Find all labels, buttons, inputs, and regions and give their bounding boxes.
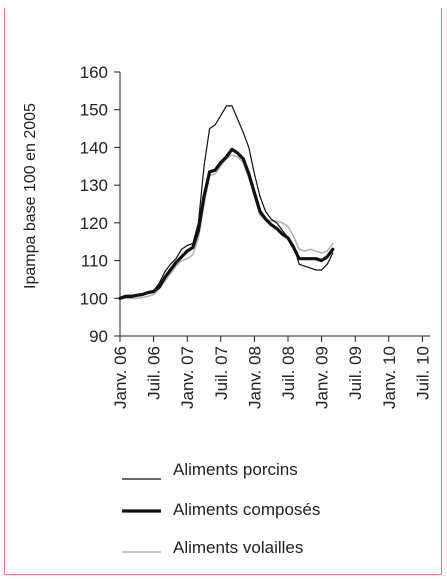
legend-label-volailles: Aliments volailles (173, 538, 303, 557)
y-tick-label: 160 (80, 63, 108, 82)
series-line-aliments-volailles (119, 154, 334, 300)
legend-label-composes: Aliments composés (173, 500, 320, 519)
series-line-aliments-porcins (119, 105, 334, 299)
y-tick-label: 120 (80, 214, 108, 233)
series-layer (118, 105, 335, 300)
y-tick-label: 90 (89, 327, 108, 346)
x-tick-label: Juil. 08 (279, 346, 298, 400)
x-tick-label: Janv. 10 (380, 346, 399, 409)
y-tick-label: 150 (80, 101, 108, 120)
legend: Aliments porcins Aliments composés Alime… (122, 460, 320, 557)
series-line-aliments-compos-s (118, 147, 335, 300)
x-tick-label: Janv. 08 (245, 346, 264, 409)
x-ticks: Janv. 06 Juil. 06 Janv. 07 Juil. 07 Janv. 08… (111, 336, 432, 409)
y-tick-label: 100 (80, 289, 108, 308)
x-tick-label: Janv. 06 (111, 346, 130, 409)
x-tick-label: Juil. 10 (413, 346, 432, 400)
x-tick-label: Janv. 09 (313, 346, 332, 409)
y-tick-label: 140 (80, 138, 108, 157)
legend-label-porcins: Aliments porcins (173, 460, 298, 479)
chart-frame (4, 8, 442, 575)
y-tick-label: 110 (81, 252, 108, 271)
x-tick-label: Janv. 07 (178, 346, 197, 409)
x-tick-label: Juil. 07 (212, 346, 231, 400)
y-ticks: 90 100 110 120 130 140 150 160 (80, 63, 120, 346)
y-tick-label: 130 (80, 176, 108, 195)
x-tick-label: Juil. 09 (346, 346, 365, 400)
y-axis-label: Ipampa base 100 en 2005 (22, 103, 39, 289)
x-tick-label: Juil. 06 (145, 346, 164, 400)
